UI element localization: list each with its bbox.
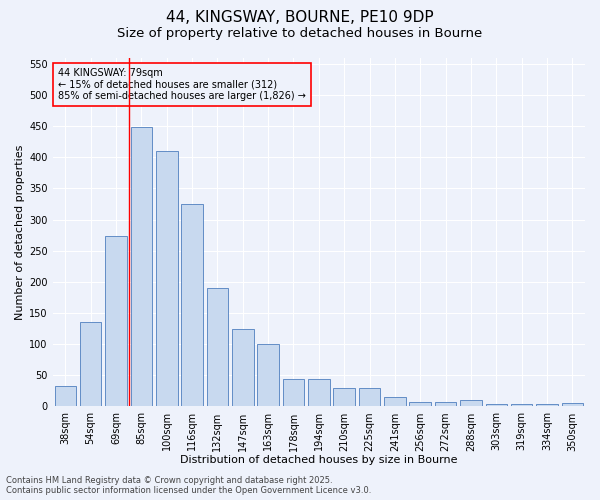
Text: Contains HM Land Registry data © Crown copyright and database right 2025.
Contai: Contains HM Land Registry data © Crown c… — [6, 476, 371, 495]
Y-axis label: Number of detached properties: Number of detached properties — [15, 144, 25, 320]
Bar — [206, 288, 228, 406]
Bar — [562, 402, 583, 406]
Bar — [131, 126, 152, 406]
Text: 44 KINGSWAY: 79sqm
← 15% of detached houses are smaller (312)
85% of semi-detach: 44 KINGSWAY: 79sqm ← 15% of detached hou… — [58, 68, 306, 101]
Bar — [308, 379, 329, 406]
Bar — [435, 402, 457, 406]
Bar — [156, 151, 178, 406]
Bar — [55, 386, 76, 406]
Bar — [485, 404, 507, 406]
Bar — [384, 396, 406, 406]
Bar — [181, 204, 203, 406]
Bar — [460, 400, 482, 406]
Bar — [409, 402, 431, 406]
Bar — [511, 404, 532, 406]
Text: 44, KINGSWAY, BOURNE, PE10 9DP: 44, KINGSWAY, BOURNE, PE10 9DP — [166, 10, 434, 25]
Bar — [232, 329, 254, 406]
Bar — [334, 388, 355, 406]
Bar — [105, 236, 127, 406]
Bar — [80, 322, 101, 406]
Bar — [283, 379, 304, 406]
Bar — [536, 404, 558, 406]
Text: Size of property relative to detached houses in Bourne: Size of property relative to detached ho… — [118, 28, 482, 40]
X-axis label: Distribution of detached houses by size in Bourne: Distribution of detached houses by size … — [180, 455, 458, 465]
Bar — [359, 388, 380, 406]
Bar — [257, 344, 279, 406]
